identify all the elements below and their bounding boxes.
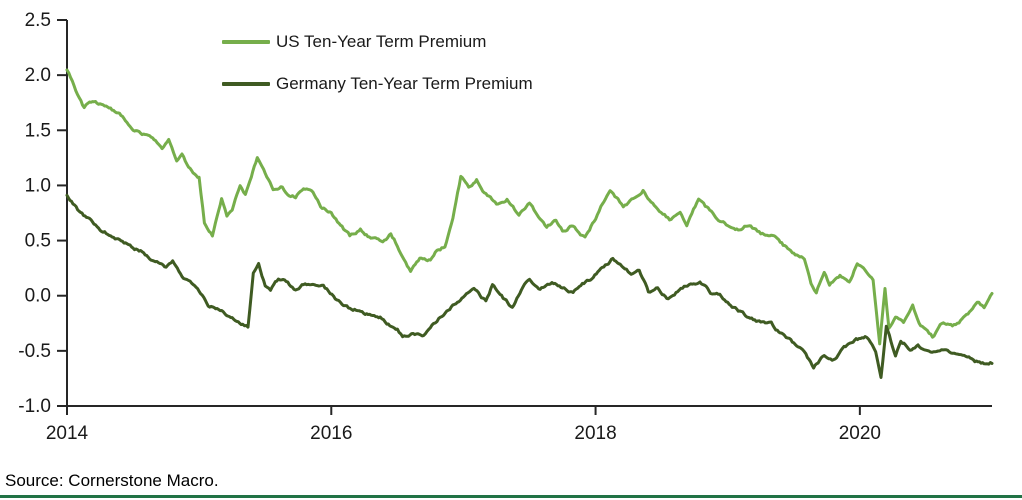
germany-series-line-swatch bbox=[222, 82, 270, 86]
series-line-us bbox=[65, 68, 994, 346]
x-axis-tick-label: 2020 bbox=[839, 423, 881, 444]
legend-item-germany: Germany Ten-Year Term Premium bbox=[222, 75, 533, 93]
y-axis-tick-label: 1.0 bbox=[25, 175, 51, 196]
y-axis-tick-label: 0.5 bbox=[25, 231, 51, 252]
legend-label-germany: Germany Ten-Year Term Premium bbox=[276, 74, 533, 93]
y-axis-tick-label: -1.0 bbox=[18, 396, 51, 417]
legend-label-us: US Ten-Year Term Premium bbox=[276, 32, 487, 51]
y-axis-tick-label: 2.0 bbox=[25, 65, 51, 86]
x-axis-tick-label: 2014 bbox=[46, 423, 89, 444]
source-note: Source: Cornerstone Macro. bbox=[5, 471, 219, 490]
y-axis-tick-label: -0.5 bbox=[18, 341, 51, 362]
term-premium-line-chart: 2.5 2.0 1.5 1.0 0.5 0.0 -0.5 -1.0 2014 2016 2018 20… bbox=[18, 10, 994, 444]
bottom-divider-rule bbox=[0, 495, 1022, 498]
series-line-germany bbox=[65, 193, 994, 379]
y-axis-tick-label: 1.5 bbox=[25, 120, 51, 141]
legend-item-us: US Ten-Year Term Premium bbox=[222, 33, 533, 51]
chart-legend: US Ten-Year Term Premium Germany Ten-Yea… bbox=[222, 33, 533, 117]
y-axis-tick-label: 2.5 bbox=[25, 10, 51, 31]
y-axis-tick-label: 0.0 bbox=[25, 286, 51, 307]
us-series-line-swatch bbox=[222, 40, 270, 44]
x-axis-tick-label: 2016 bbox=[310, 423, 352, 444]
x-axis-tick-label: 2018 bbox=[574, 423, 616, 444]
